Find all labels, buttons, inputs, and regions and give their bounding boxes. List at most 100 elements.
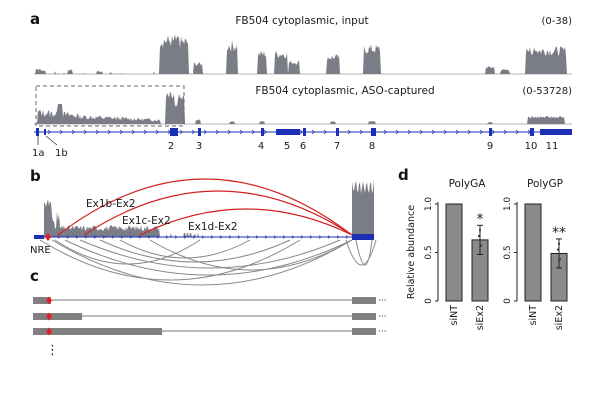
junction-arc-highlighted: [139, 208, 353, 236]
exon-label-5: 5: [284, 141, 290, 152]
strand-arrow: [251, 129, 256, 135]
strand-arrow: [203, 129, 208, 135]
junction-arc: [99, 239, 291, 263]
strand-arrow: [318, 235, 322, 239]
exon-label-6: 6: [300, 141, 306, 152]
coverage-track-input: [34, 34, 572, 75]
exon-block: [33, 328, 162, 335]
chart-title: PolyGP: [527, 178, 563, 190]
strand-arrow: [131, 129, 136, 135]
strand-arrow: [237, 235, 241, 239]
exon-block: [336, 128, 339, 136]
y-tick-label: 0.5: [503, 245, 513, 259]
nre-marker: [46, 327, 52, 336]
strand-arrow: [515, 129, 520, 135]
junction-label-ex1c-ex2: Ex1c-Ex2: [122, 215, 171, 227]
bar-siNT: [445, 203, 463, 302]
junction-arc-highlighted: [57, 178, 353, 236]
strand-arrow: [84, 235, 88, 239]
junction-arc: [355, 239, 373, 266]
nre-label: NRE: [30, 245, 51, 256]
coverage-profile: [34, 92, 572, 124]
strand-arrow: [119, 129, 124, 135]
strand-arrow: [191, 129, 196, 135]
strand-arrow: [179, 129, 184, 135]
exon-block: [352, 297, 376, 304]
zoom-coverage: [44, 179, 374, 237]
y-tick-label: 1.0: [503, 197, 513, 212]
strand-arrow: [57, 235, 61, 239]
coverage-profile: [44, 199, 352, 237]
junction-label-ex1b-ex2: Ex1b-Ex2: [86, 198, 136, 210]
chart-title: PolyGA: [449, 178, 487, 190]
strand-arrow: [239, 129, 244, 135]
exon-labels: 1a 1b 2 3 4 5 6 7 8 9 10 11: [32, 135, 559, 159]
ellipsis: ···: [378, 312, 387, 322]
data-point: [479, 244, 483, 247]
junction-arc: [54, 239, 201, 265]
junction-arcs-highlighted: [57, 178, 353, 236]
junction-arc: [345, 239, 377, 266]
strand-arrow: [323, 129, 328, 135]
data-point: [558, 258, 562, 261]
strand-arrow: [551, 129, 556, 135]
exon-label-8: 8: [369, 141, 375, 152]
strand-arrow: [227, 129, 232, 135]
nre-marker: [46, 312, 52, 321]
strand-arrow: [155, 129, 160, 135]
track2-range: (0-53728): [522, 86, 572, 97]
y-tick-label: 0.5: [424, 245, 434, 259]
strand-arrow: [347, 129, 352, 135]
significance-marker: **: [552, 225, 566, 241]
strand-arrow: [345, 235, 349, 239]
data-point: [556, 248, 560, 251]
strand-arrow: [335, 129, 340, 135]
exon-block: [198, 128, 201, 136]
coverage-profile: [352, 179, 374, 237]
y-tick-label: 1.0: [424, 197, 434, 212]
strand-arrow: [407, 129, 412, 135]
strand-arrow: [167, 129, 172, 135]
strand-arrow: [93, 235, 97, 239]
x-tick-label: siEx2: [554, 305, 565, 330]
zoom-region-box: [35, 85, 185, 127]
exon-block: [276, 129, 300, 135]
strand-arrow: [47, 129, 52, 135]
track2-title: FB504 cytoplasmic, ASO-captured: [255, 85, 434, 97]
strand-arrow: [263, 129, 268, 135]
transcript-isoform-1: ···: [33, 296, 387, 306]
strand-arrow: [246, 235, 250, 239]
strand-arrow: [300, 235, 304, 239]
data-point: [557, 242, 561, 245]
x-tick-label: siNT: [449, 305, 460, 326]
y-tick-label: 0: [503, 298, 513, 304]
exon-label-7: 7: [334, 141, 340, 152]
exon-block: [36, 128, 39, 136]
strand-arrow: [371, 129, 376, 135]
strand-arrow: [165, 235, 169, 239]
junction-arc: [64, 239, 353, 276]
exon-block: [170, 128, 178, 136]
zoom-gene-model: [34, 233, 374, 241]
bar-siNT: [524, 203, 542, 302]
strand-arrow: [95, 129, 100, 135]
exon-block: [489, 128, 492, 136]
strand-arrow: [491, 129, 496, 135]
strand-arrow: [527, 129, 532, 135]
strand-arrow: [215, 129, 220, 135]
strand-arrow: [75, 235, 79, 239]
strand-arrow: [183, 235, 187, 239]
exon-block: [371, 128, 376, 136]
strand-arrow: [83, 129, 88, 135]
exon-block: [352, 328, 376, 335]
strand-arrow: [59, 129, 64, 135]
junction-label-ex1d-ex2: Ex1d-Ex2: [188, 221, 238, 233]
strand-arrow: [503, 129, 508, 135]
strand-arrow: [102, 235, 106, 239]
transcript-isoform-3: ···: [33, 327, 387, 337]
exon-block: [33, 297, 51, 304]
exon-label-11: 11: [546, 141, 559, 152]
exon-block: [33, 313, 82, 320]
data-point: [478, 229, 482, 232]
